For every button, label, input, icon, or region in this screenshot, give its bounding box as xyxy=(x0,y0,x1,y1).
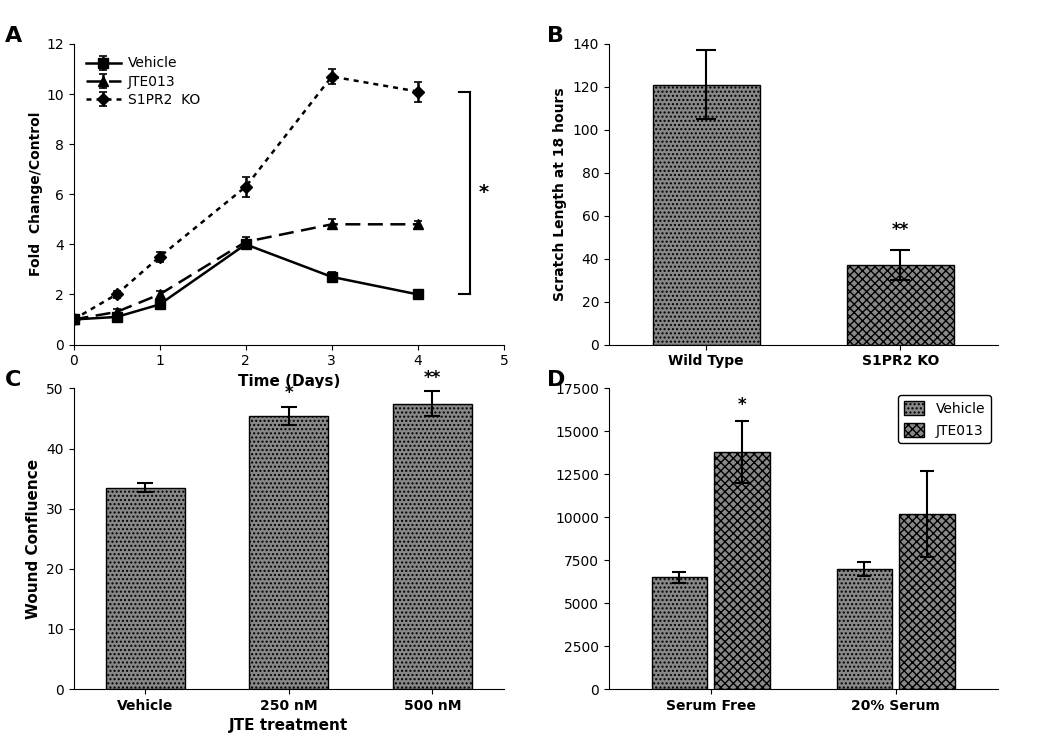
X-axis label: Time (Days): Time (Days) xyxy=(237,374,340,388)
Legend: Vehicle, JTE013: Vehicle, JTE013 xyxy=(898,395,990,443)
Bar xyxy=(652,578,707,689)
Bar xyxy=(900,514,954,689)
Y-axis label: Scratch Length at 18 hours: Scratch Length at 18 hours xyxy=(553,87,567,301)
Text: C: C xyxy=(4,370,21,391)
Text: *: * xyxy=(738,397,747,414)
Bar xyxy=(837,569,892,689)
Text: A: A xyxy=(4,26,22,46)
Text: **: ** xyxy=(891,221,909,239)
Text: D: D xyxy=(547,370,565,391)
Bar xyxy=(714,452,770,689)
Legend: Vehicle, JTE013, S1PR2  KO: Vehicle, JTE013, S1PR2 KO xyxy=(81,51,206,112)
Bar xyxy=(653,85,759,345)
Y-axis label: Wound Confluence: Wound Confluence xyxy=(25,459,41,619)
Text: B: B xyxy=(547,26,564,46)
X-axis label: JTE treatment: JTE treatment xyxy=(229,718,349,733)
Text: *: * xyxy=(285,383,293,402)
Bar xyxy=(847,265,953,345)
Bar xyxy=(393,403,471,689)
Bar xyxy=(249,416,329,689)
Y-axis label: Fold  Change/Control: Fold Change/Control xyxy=(29,112,43,276)
Bar xyxy=(106,487,185,689)
Text: *: * xyxy=(478,183,488,202)
Text: **: ** xyxy=(423,369,441,387)
